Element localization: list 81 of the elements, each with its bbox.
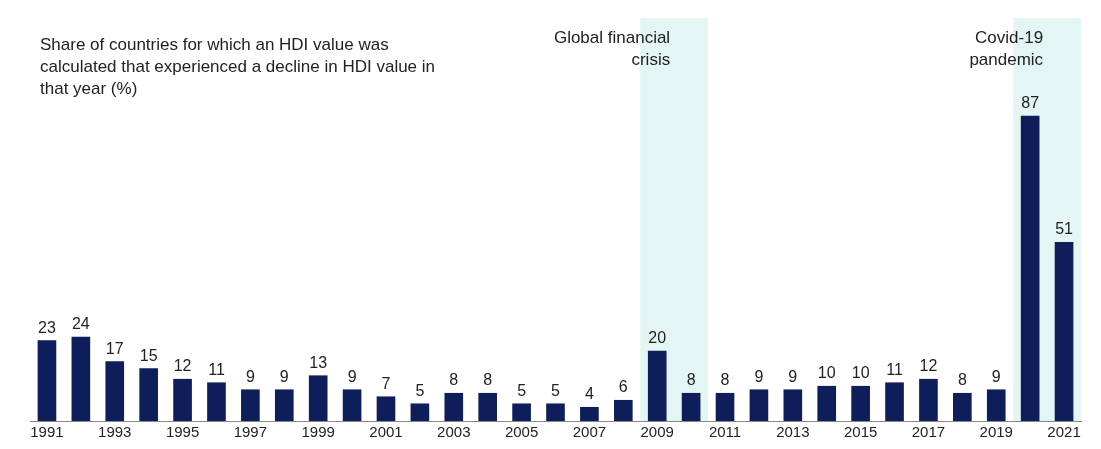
data-label: 9 — [245, 367, 255, 385]
bar — [478, 392, 498, 421]
data-label: 8 — [483, 371, 493, 389]
x-tick-label: 1999 — [301, 423, 335, 441]
x-tick-label: 1995 — [165, 423, 200, 441]
bar — [105, 361, 125, 421]
bar — [376, 396, 396, 421]
x-tick-label: 2013 — [776, 423, 810, 441]
bar — [851, 385, 870, 421]
data-label: 5 — [551, 381, 561, 399]
bar — [919, 378, 938, 421]
data-label: 24 — [71, 315, 90, 333]
data-label: 8 — [686, 371, 696, 389]
data-label: 9 — [991, 367, 1001, 385]
x-tick-label: 2001 — [369, 423, 403, 441]
bar — [444, 392, 464, 421]
bar — [139, 368, 158, 421]
bar — [953, 392, 972, 421]
bar — [207, 382, 226, 421]
data-label: 17 — [105, 339, 124, 357]
data-label: 4 — [584, 385, 594, 403]
data-label: 7 — [381, 374, 391, 392]
x-tick-label: 2003 — [437, 423, 471, 441]
bar — [613, 399, 633, 421]
x-tick-label: 2015 — [843, 423, 878, 441]
data-label: 8 — [957, 371, 967, 389]
data-label: 8 — [449, 371, 459, 389]
bar — [512, 403, 531, 421]
x-tick-label: 2005 — [504, 423, 539, 441]
bar — [647, 350, 667, 421]
bar — [580, 406, 599, 421]
bar — [681, 392, 701, 421]
chart-title: Share of countries for which an HDI value was calculated that experienced a decline in HDI value in that year (%) — [40, 34, 437, 100]
data-label: 13 — [309, 353, 328, 371]
bar — [308, 375, 328, 421]
data-label: 9 — [279, 367, 289, 385]
x-tick-label: 2009 — [640, 423, 674, 441]
data-label: 12 — [173, 357, 192, 375]
data-label: 23 — [38, 318, 56, 336]
x-tick-label: 1991 — [30, 423, 64, 441]
data-label: 9 — [347, 367, 357, 385]
bar — [1020, 115, 1040, 421]
data-label: 8 — [720, 371, 730, 389]
data-label: 11 — [208, 360, 225, 378]
x-tick-label: 2021 — [1047, 423, 1081, 441]
data-label: 11 — [886, 360, 903, 378]
x-tick-label: 2017 — [911, 423, 946, 441]
data-label: 10 — [817, 364, 836, 382]
data-label: 87 — [1021, 94, 1040, 112]
bar — [173, 378, 192, 421]
x-tick-label: 2011 — [708, 423, 742, 441]
bar — [817, 385, 837, 421]
data-label: 9 — [754, 367, 764, 385]
bar — [241, 389, 260, 421]
x-tick-label: 2019 — [979, 423, 1013, 441]
data-label: 12 — [919, 357, 938, 375]
bar — [342, 389, 362, 421]
x-tick-label: 2007 — [572, 423, 607, 441]
bar — [37, 340, 57, 421]
bar — [715, 392, 735, 421]
bar — [274, 389, 294, 421]
data-label: 20 — [648, 329, 667, 347]
bar — [986, 389, 1006, 421]
bar — [546, 403, 565, 421]
band-label: Covid-19 pandemic — [969, 28, 1044, 70]
data-label: 6 — [618, 378, 628, 396]
data-label: 5 — [415, 381, 425, 399]
bar — [410, 403, 430, 421]
x-tick-label: 1993 — [98, 423, 132, 441]
data-label: 51 — [1055, 220, 1074, 238]
x-tick-label: 1997 — [233, 423, 268, 441]
bar — [885, 382, 904, 421]
data-label: 9 — [788, 367, 798, 385]
data-label: 15 — [139, 346, 158, 364]
bar — [783, 389, 803, 421]
bar — [749, 389, 769, 421]
data-label: 5 — [517, 381, 527, 399]
data-label: 10 — [851, 364, 870, 382]
bar — [71, 336, 91, 421]
band-label: Global financial crisis — [553, 28, 671, 70]
bar — [1054, 242, 1074, 421]
